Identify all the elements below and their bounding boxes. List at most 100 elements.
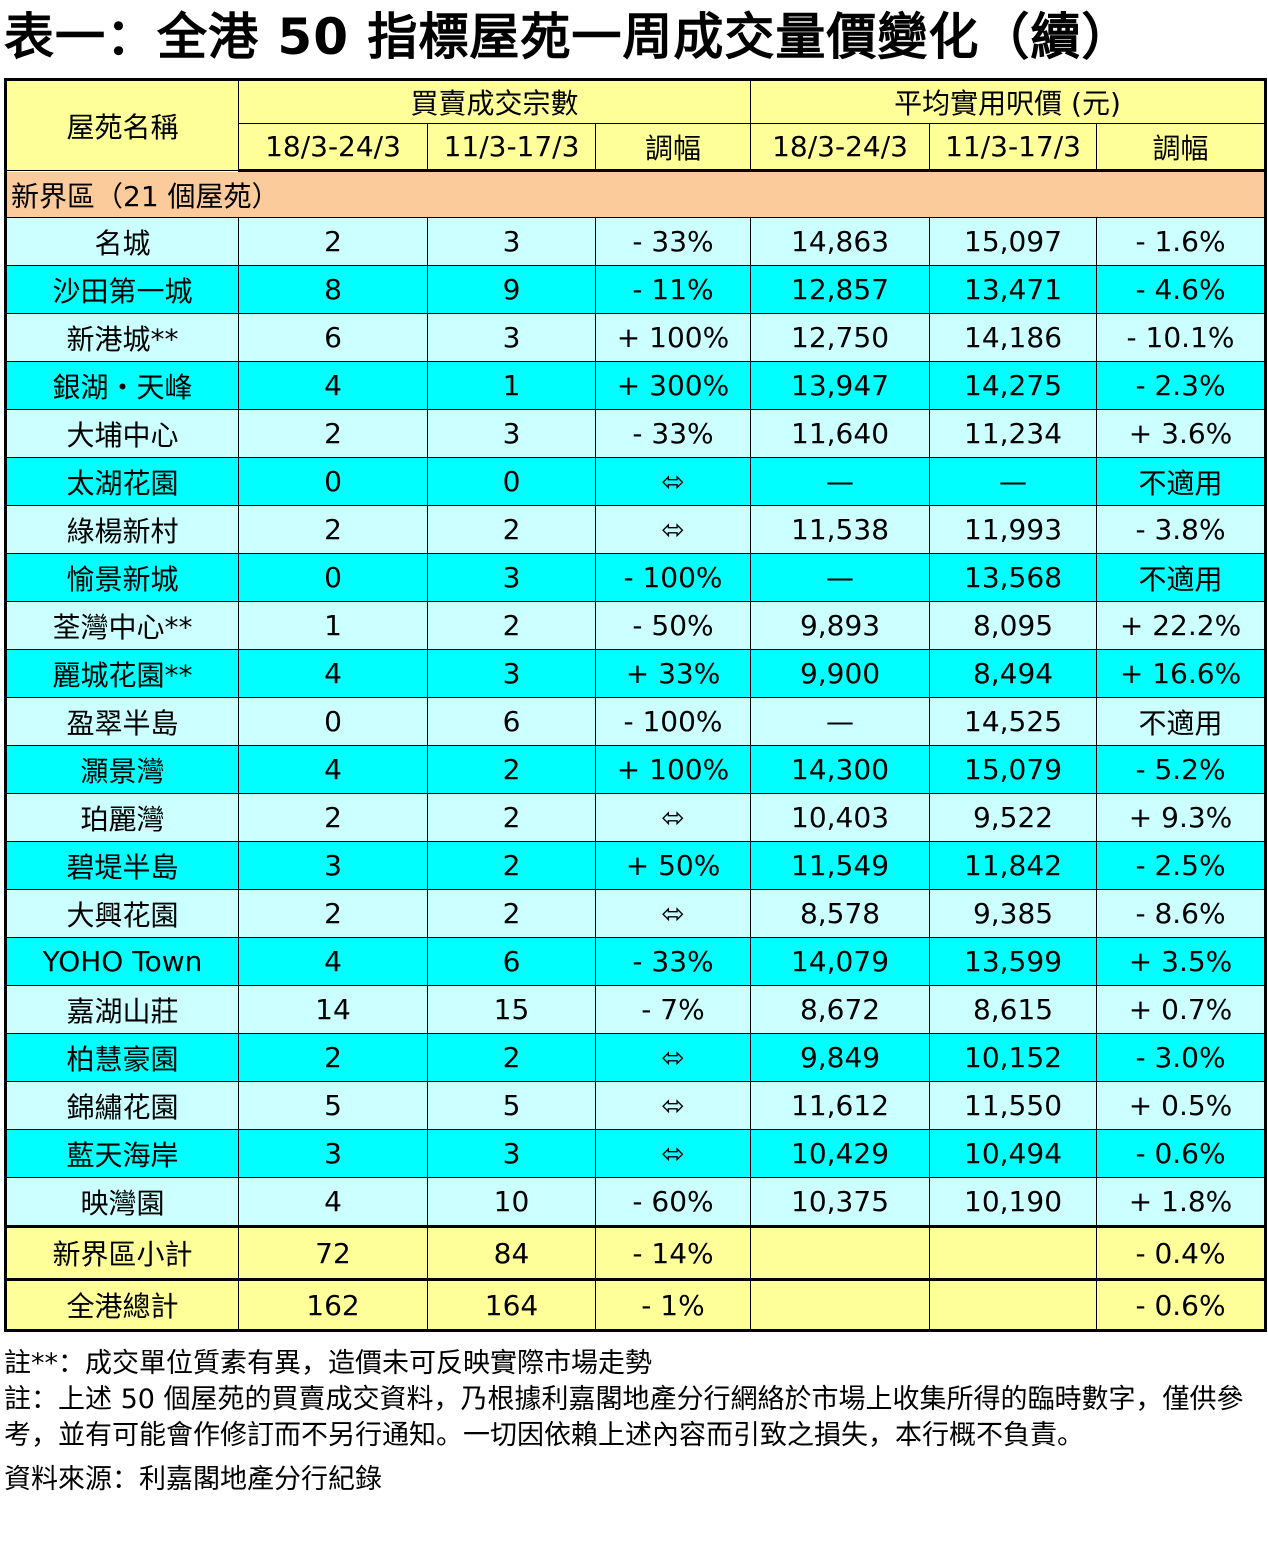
section-row: 新界區（21 個屋苑）: [4, 170, 1267, 218]
volume-current-cell: 0: [238, 697, 428, 746]
header-row-groups: 屋苑名稱 買賣成交宗數 平均實用呎價 (元): [5, 79, 1267, 171]
volume-current-cell: 14: [238, 985, 428, 1034]
price-change-cell: - 2.5%: [1096, 841, 1267, 890]
volume-current-cell: 2: [238, 217, 428, 266]
volume-previous-cell: 2: [427, 601, 596, 650]
page-title: 表一：全港 50 指標屋苑一周成交量價變化（續）: [4, 8, 1133, 66]
header-volume-change: 調幅: [594, 123, 752, 172]
price-current-cell: 8,578: [750, 889, 931, 938]
volume-current-cell: 4: [238, 1177, 428, 1227]
price-change-cell: + 3.6%: [1096, 409, 1267, 458]
price-previous-cell: 10,152: [929, 1033, 1098, 1082]
table-row: 大埔中心 2 3- 33% 11,640 11,234 + 3.6%: [5, 409, 1267, 458]
price-change-cell: - 0.6%: [1096, 1129, 1267, 1178]
volume-current-cell: 162: [238, 1278, 428, 1331]
price-previous-cell: 11,993: [929, 505, 1098, 554]
table-row: 沙田第一城 8 9- 11% 12,857 13,471- 4.6%: [5, 265, 1267, 314]
total-row: 全港總計 162 164- 1% - 0.6%: [5, 1278, 1267, 1331]
data-table-container: 屋苑名稱 買賣成交宗數 平均實用呎價 (元) 18/3-24/3 11/3-17…: [4, 78, 1268, 1332]
volume-previous-cell: 3: [427, 649, 596, 698]
volume-current-cell: 2: [238, 793, 428, 842]
price-previous-cell: 10,494: [929, 1129, 1098, 1178]
price-current-cell: [750, 1225, 931, 1280]
price-current-cell: —: [750, 697, 931, 746]
volume-previous-cell: 6: [427, 697, 596, 746]
estate-name-cell: 碧堤半島: [5, 841, 239, 890]
estate-name-cell: 嘉湖山莊: [5, 985, 239, 1034]
price-current-cell: 11,549: [750, 841, 931, 890]
estate-name-cell: 麗城花園**: [5, 649, 239, 698]
volume-previous-cell: 15: [427, 985, 596, 1034]
volume-previous-cell: 2: [427, 505, 596, 554]
price-current-cell: 9,893: [750, 601, 931, 650]
price-current-cell: 12,857: [750, 265, 931, 314]
volume-previous-cell: 2: [427, 841, 596, 890]
note-source: 資料來源：利嘉閣地產分行紀錄: [4, 1464, 382, 1495]
price-previous-cell: 13,599: [929, 937, 1098, 986]
volume-change-cell: ⬄: [594, 457, 752, 506]
table-row: 珀麗灣 2 2 ⬄ 10,403 9,522 + 9.3%: [5, 793, 1267, 842]
estate-name-cell: 沙田第一城: [5, 265, 239, 314]
table-row: 嘉湖山莊 14 15- 7% 8,672 8,615 + 0.7%: [5, 985, 1267, 1034]
estate-name-cell: 映灣園: [5, 1177, 239, 1227]
table-row: 綠楊新村 2 2 ⬄ 11,538 11,993- 3.8%: [5, 505, 1267, 554]
estate-name-cell: 新界區小計: [5, 1225, 239, 1280]
price-change-cell: - 3.0%: [1096, 1033, 1267, 1082]
price-change-cell: 不適用: [1096, 457, 1267, 506]
price-change-cell: + 3.5%: [1096, 937, 1267, 986]
estate-name-cell: 綠楊新村: [5, 505, 239, 554]
price-previous-cell: 8,615: [929, 985, 1098, 1034]
volume-change-cell: - 14%: [594, 1225, 752, 1280]
price-current-cell: 13,947: [750, 361, 931, 410]
volume-change-cell: ⬄: [594, 1081, 752, 1130]
volume-current-cell: 4: [238, 745, 428, 794]
volume-change-cell: - 60%: [594, 1177, 752, 1227]
price-previous-cell: 14,525: [929, 697, 1098, 746]
price-change-cell: - 3.8%: [1096, 505, 1267, 554]
volume-previous-cell: 2: [427, 1033, 596, 1082]
estate-name-cell: 錦繡花園: [5, 1081, 239, 1130]
volume-current-cell: 5: [238, 1081, 428, 1130]
price-previous-cell: [929, 1278, 1098, 1331]
table-row: YOHO Town 4 6- 33% 14,079 13,599 + 3.5%: [5, 937, 1267, 986]
price-change-cell: - 4.6%: [1096, 265, 1267, 314]
volume-change-cell: ⬄: [594, 889, 752, 938]
volume-current-cell: 2: [238, 889, 428, 938]
header-volume-group: 買賣成交宗數: [237, 79, 752, 124]
price-previous-cell: 8,494: [929, 649, 1098, 698]
header-estate-name: 屋苑名稱: [5, 79, 239, 171]
volume-previous-cell: 9: [427, 265, 596, 314]
price-current-cell: 9,849: [750, 1033, 931, 1082]
price-previous-cell: 11,550: [929, 1081, 1098, 1130]
price-current-cell: 10,429: [750, 1129, 931, 1178]
volume-change-cell: - 100%: [594, 697, 752, 746]
volume-current-cell: 2: [238, 1033, 428, 1082]
volume-current-cell: 0: [238, 553, 428, 602]
price-change-cell: + 9.3%: [1096, 793, 1267, 842]
header-price-previous: 11/3-17/3: [929, 123, 1098, 172]
price-current-cell: —: [750, 457, 931, 506]
price-change-cell: + 22.2%: [1096, 601, 1267, 650]
price-previous-cell: 10,190: [929, 1177, 1098, 1227]
volume-change-cell: - 7%: [594, 985, 752, 1034]
price-previous-cell: 14,275: [929, 361, 1098, 410]
price-change-cell: - 2.3%: [1096, 361, 1267, 410]
estate-name-cell: 銀湖・天峰: [5, 361, 239, 410]
header-volume-previous: 11/3-17/3: [427, 123, 596, 172]
volume-change-cell: ⬄: [594, 505, 752, 554]
price-current-cell: 8,672: [750, 985, 931, 1034]
price-change-cell: - 8.6%: [1096, 889, 1267, 938]
table-row: 名城 2 3- 33% 14,863 15,097- 1.6%: [5, 217, 1267, 266]
table-row: 藍天海岸 3 3 ⬄ 10,429 10,494- 0.6%: [5, 1129, 1267, 1178]
estate-name-cell: YOHO Town: [5, 937, 239, 986]
price-current-cell: 14,300: [750, 745, 931, 794]
volume-previous-cell: 10: [427, 1177, 596, 1227]
volume-change-cell: ⬄: [594, 1033, 752, 1082]
price-previous-cell: 11,234: [929, 409, 1098, 458]
table-row: 銀湖・天峰 4 1 + 300% 13,947 14,275- 2.3%: [5, 361, 1267, 410]
volume-current-cell: 8: [238, 265, 428, 314]
price-current-cell: —: [750, 553, 931, 602]
volume-previous-cell: 1: [427, 361, 596, 410]
table-row: 映灣園 4 10- 60% 10,375 10,190 + 1.8%: [5, 1177, 1267, 1227]
price-previous-cell: 15,079: [929, 745, 1098, 794]
